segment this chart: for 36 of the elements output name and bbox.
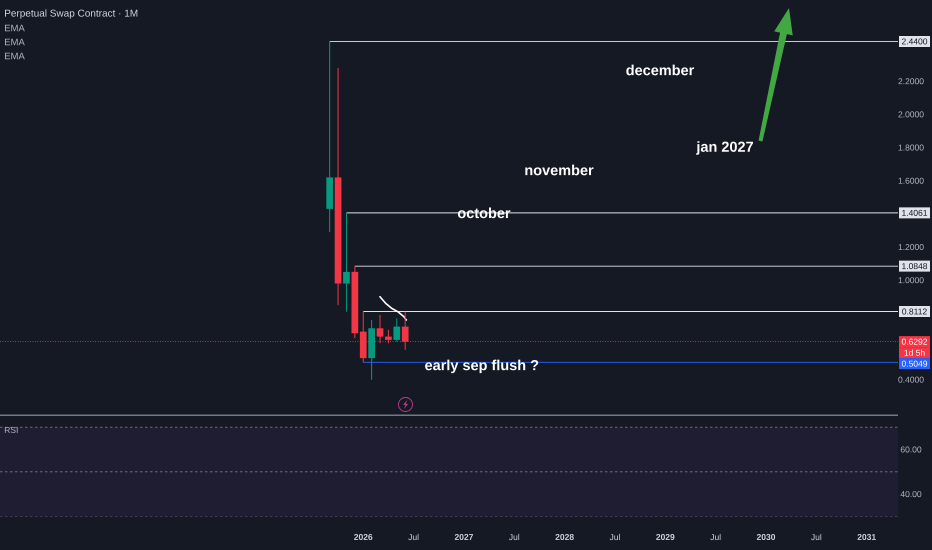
annotation: early sep flush ? xyxy=(425,360,538,374)
x-tick-label: Jul xyxy=(710,534,721,540)
x-tick-label: Jul xyxy=(508,534,520,540)
ref-line-label: 0.8112 xyxy=(902,308,927,315)
annotation: november xyxy=(525,164,594,176)
y-tick-label: 40.00 xyxy=(900,491,922,498)
x-tick-label: 2028 xyxy=(555,534,574,540)
y-tick-label: 2.2000 xyxy=(898,78,924,84)
annotation: EMA xyxy=(4,38,25,46)
x-tick-label: 2031 xyxy=(858,534,876,540)
y-tick-label: 2.0000 xyxy=(898,111,924,118)
y-tick-label: 1.0000 xyxy=(898,277,924,284)
y-tick-label: 1.6000 xyxy=(898,178,924,184)
x-tick-label: Jul xyxy=(610,534,620,540)
ref-line-label: 0.5049 xyxy=(902,360,928,367)
annotation: 1d 5h xyxy=(904,350,925,356)
ref-line-label: 1.0848 xyxy=(902,263,928,270)
x-tick-label: 2027 xyxy=(454,534,474,540)
annotation: december xyxy=(626,64,694,76)
annotation: jan 2027 xyxy=(696,141,753,155)
y-tick-label: 0.4000 xyxy=(898,376,924,383)
ref-line-label: 2.4400 xyxy=(902,38,928,44)
x-tick-label: 2030 xyxy=(756,534,776,540)
text: Perpetual Swap Contract · 1M xyxy=(5,9,138,19)
x-tick-label: Jul xyxy=(408,534,418,540)
annotation: EMA xyxy=(4,24,25,32)
ref-line-label: 0.6292 xyxy=(902,338,928,345)
x-tick-label: Jul xyxy=(811,534,822,540)
annotation: EMA xyxy=(4,52,25,60)
text: RSI xyxy=(4,426,18,434)
x-tick-label: 2029 xyxy=(656,534,674,540)
ref-line-label: 1.4061 xyxy=(902,210,928,216)
y-tick-label: 60.00 xyxy=(900,446,922,452)
x-tick-label: 2026 xyxy=(354,534,372,540)
y-tick-label: 1.8000 xyxy=(898,144,924,151)
y-tick-label: 1.2000 xyxy=(898,244,924,250)
